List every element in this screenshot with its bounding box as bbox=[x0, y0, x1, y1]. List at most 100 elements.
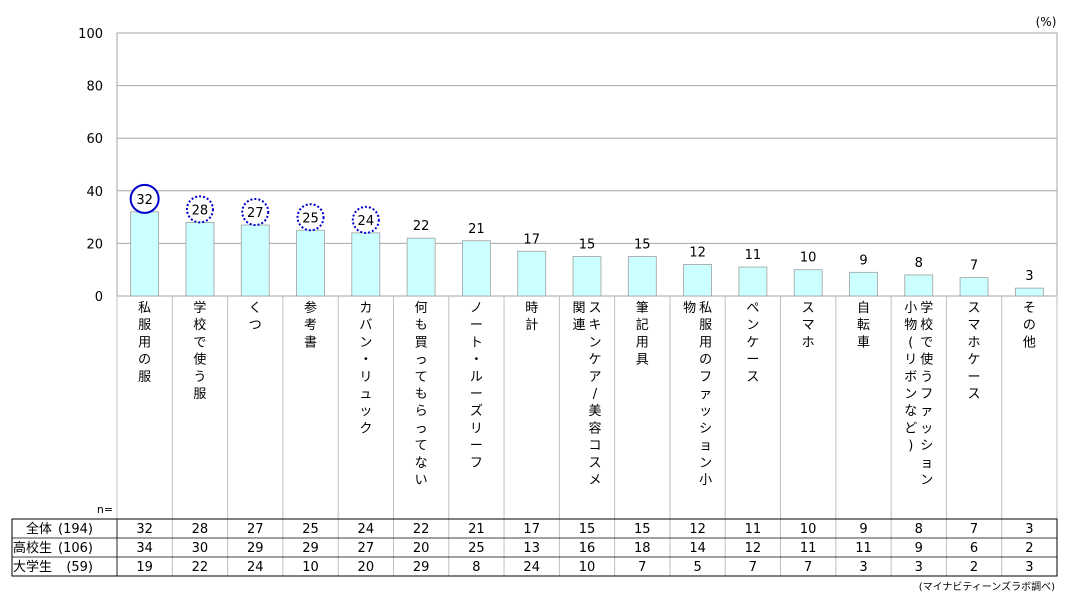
category-label-char: ー bbox=[968, 370, 981, 385]
table-cell: 14 bbox=[689, 541, 706, 556]
category-label-char: 物 bbox=[683, 301, 696, 316]
data-label: 7 bbox=[970, 259, 978, 274]
category-label-char: ボ bbox=[904, 370, 917, 385]
category-label-char: 用 bbox=[636, 335, 649, 350]
table-cell: 18 bbox=[634, 541, 651, 556]
category-label-char: 美 bbox=[588, 404, 601, 419]
category-label-char: ン bbox=[904, 387, 917, 402]
table-cell: 3 bbox=[1025, 560, 1033, 575]
data-label: 24 bbox=[358, 214, 375, 229]
category-label-char: 用 bbox=[699, 335, 712, 350]
table-n-label: n= bbox=[97, 503, 113, 516]
bar bbox=[296, 229, 325, 297]
category-label-char: ホ bbox=[802, 335, 815, 350]
data-label: 25 bbox=[302, 211, 319, 226]
unit-label: (%) bbox=[1036, 15, 1057, 29]
table-cell: 27 bbox=[247, 522, 264, 537]
category-label-char: ( bbox=[908, 335, 913, 350]
category-label-char: 連 bbox=[572, 318, 585, 333]
bar bbox=[683, 264, 712, 297]
data-label: 17 bbox=[523, 232, 540, 247]
category-label-char: ァ bbox=[699, 387, 712, 402]
category-label-char: ァ bbox=[920, 404, 933, 419]
category-label-char: 買 bbox=[415, 335, 428, 350]
category-label-char: 校 bbox=[920, 317, 933, 333]
category-label-char: も bbox=[415, 318, 428, 333]
table-cell: 7 bbox=[638, 560, 646, 575]
category-label-char: シ bbox=[920, 439, 933, 454]
bar bbox=[130, 211, 160, 297]
category-label-char: 学 bbox=[920, 300, 933, 316]
table-cell: 6 bbox=[970, 541, 978, 556]
data-label: 28 bbox=[192, 203, 209, 218]
category-label-char: 時 bbox=[525, 301, 538, 316]
data-labels: 32 28 27 25 24 22 21 17 15 15 12 11 10 9 8 7 3 bbox=[129, 183, 1033, 284]
category-label-char: な bbox=[904, 404, 917, 419]
category-label-char: て bbox=[415, 439, 428, 454]
table-cell: 12 bbox=[689, 522, 706, 537]
y-tick-label: 80 bbox=[86, 80, 103, 95]
highlight-circle-dotted bbox=[241, 197, 270, 226]
category-label-char: ) bbox=[908, 439, 913, 454]
bar bbox=[572, 256, 602, 297]
table-cell: 8 bbox=[472, 560, 480, 575]
category-label-char: ョ bbox=[920, 456, 933, 471]
y-tick-label: 20 bbox=[86, 237, 103, 252]
category-label-char: ー bbox=[470, 439, 483, 454]
category-label-char: ト bbox=[470, 335, 483, 350]
table-cell: 28 bbox=[192, 522, 209, 537]
table-cell: 9 bbox=[915, 541, 923, 556]
category-label-char: 服 bbox=[193, 387, 206, 402]
category-label-char: フ bbox=[699, 370, 712, 385]
bar bbox=[240, 224, 270, 297]
category-label-char: 使 bbox=[193, 352, 206, 368]
category-label-char: で bbox=[920, 335, 933, 350]
y-tick-label: 40 bbox=[86, 185, 103, 200]
category-label-char: の bbox=[699, 353, 712, 368]
y-tick-label: 0 bbox=[95, 290, 103, 305]
data-table: n=全体 (194) 32 28 27 25 24 22 21 17 15 15 12 11 10 9 8 7 3高… bbox=[11, 503, 1058, 577]
category-label-char: ケ bbox=[968, 353, 981, 368]
category-label-char: う bbox=[193, 370, 206, 385]
table-cell: 2 bbox=[1025, 541, 1033, 556]
category-label-char: の bbox=[138, 353, 151, 368]
bar bbox=[849, 271, 878, 297]
data-label: 32 bbox=[136, 193, 153, 208]
category-label-char: リ bbox=[359, 370, 372, 385]
data-label: 8 bbox=[915, 256, 923, 271]
category-label-char: ス bbox=[746, 370, 759, 385]
bar bbox=[1014, 287, 1044, 297]
table-cell: 15 bbox=[579, 522, 596, 537]
source-note: (マイナビティーンズラボ調べ) bbox=[919, 580, 1055, 593]
category-label-char: っ bbox=[415, 353, 428, 368]
bars bbox=[130, 211, 1044, 297]
category-label-char: ョ bbox=[699, 439, 712, 454]
table-cell: 24 bbox=[523, 560, 540, 575]
category-label-char: ン bbox=[699, 456, 712, 471]
category-label-char: ・ bbox=[470, 353, 483, 368]
category-label-char: な bbox=[415, 456, 428, 471]
category-label-char: ッ bbox=[699, 404, 712, 419]
table-cell: 24 bbox=[358, 522, 375, 537]
category-label-char: 筆 bbox=[636, 301, 649, 316]
data-label: 15 bbox=[579, 238, 596, 253]
table-cell: 12 bbox=[745, 541, 762, 556]
category-label-char: 容 bbox=[588, 420, 601, 436]
bar bbox=[351, 232, 381, 297]
y-tick-label: 60 bbox=[86, 132, 103, 147]
category-label-char: ・ bbox=[359, 353, 372, 368]
category-label-char: 服 bbox=[699, 318, 712, 333]
y-axis: 0 20 40 60 80 100 bbox=[78, 27, 103, 305]
category-label-char: メ bbox=[588, 473, 601, 488]
table-cell: 7 bbox=[749, 560, 757, 575]
category-label-char: ペ bbox=[746, 301, 759, 316]
table-cell: 11 bbox=[855, 541, 872, 556]
category-label-char: ス bbox=[588, 456, 601, 471]
table-cell: 11 bbox=[745, 522, 762, 537]
data-label: 12 bbox=[689, 245, 706, 260]
category-label-char: 学 bbox=[193, 300, 206, 316]
category-label-char: 用 bbox=[138, 335, 151, 350]
category-label-char: も bbox=[415, 387, 428, 402]
category-label-char: ス bbox=[588, 301, 601, 316]
